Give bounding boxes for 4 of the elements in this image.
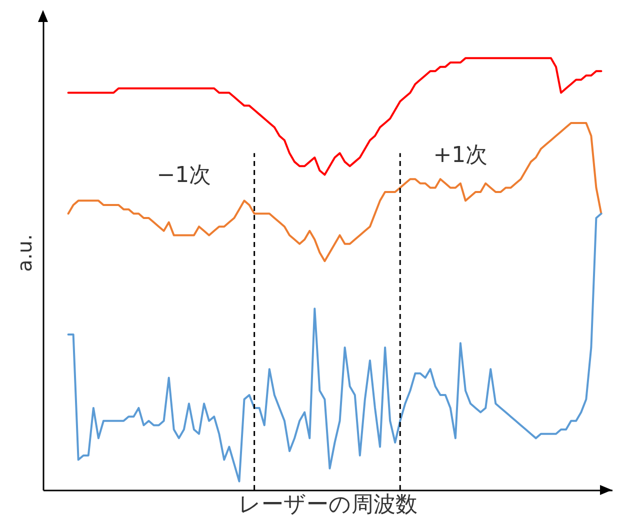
annotation: +1次 [433,143,488,168]
annotation: −1次 [156,163,212,188]
x-axis-title: レーザーの周波数 [238,492,418,518]
y-axis-title: a.u. [12,234,36,272]
